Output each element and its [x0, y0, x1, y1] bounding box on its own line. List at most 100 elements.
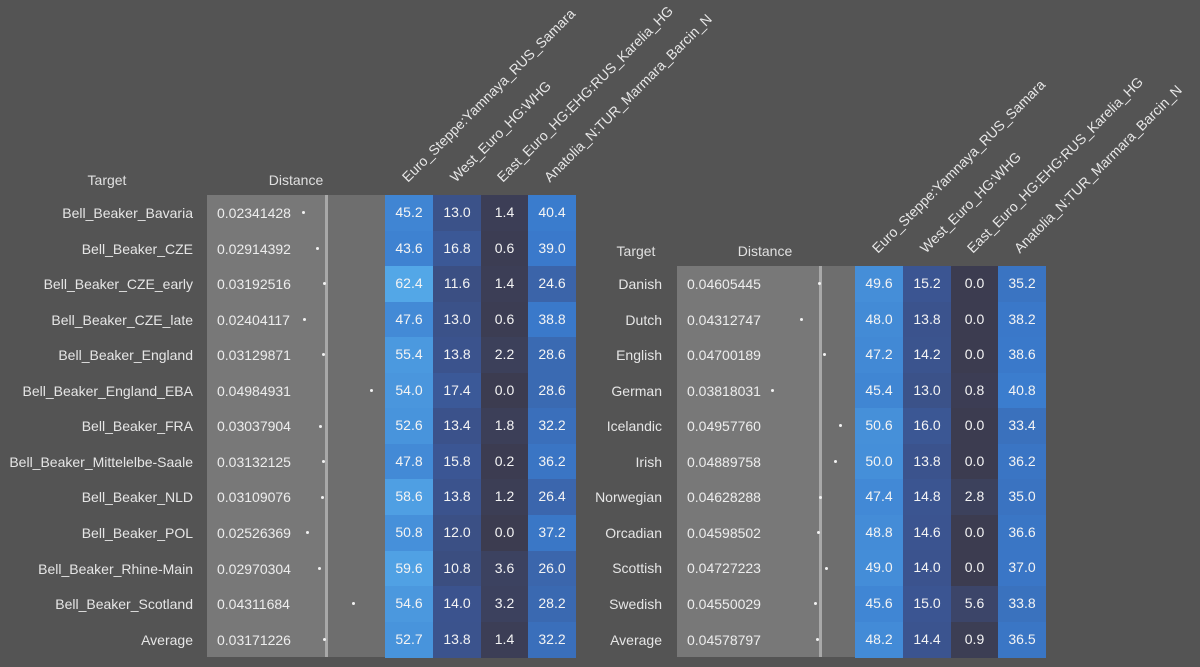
- row-distance-value: 0.02914392: [217, 240, 291, 257]
- heat-cell: 3.2: [481, 586, 528, 623]
- row-target-label: Bell_Beaker_England_EBA: [22, 382, 193, 399]
- row-distance-value: 0.04550029: [687, 595, 761, 612]
- heat-cell: 50.0: [855, 443, 903, 480]
- heat-cell: 12.0: [433, 514, 481, 551]
- heat-cell: 50.6: [855, 408, 903, 445]
- heat-cell: 62.4: [385, 266, 433, 303]
- row-target-label: Danish: [618, 276, 662, 292]
- heat-cell: 0.2: [481, 443, 528, 480]
- heat-cell: 37.0: [998, 550, 1046, 587]
- heat-cell: 16.8: [433, 230, 481, 267]
- mean-line: [819, 266, 822, 658]
- heat-cell: 17.4: [433, 372, 481, 409]
- heat-cell: 13.0: [903, 372, 951, 409]
- row-target-label: Bell_Beaker_CZE_late: [51, 311, 193, 328]
- distance-dot: [817, 282, 821, 286]
- distance-dot: [814, 602, 818, 606]
- heat-cell: 0.0: [951, 550, 998, 587]
- row-distance-value: 0.04700189: [687, 347, 761, 364]
- heat-cell: 0.0: [951, 514, 998, 551]
- heat-cell: 11.6: [433, 266, 481, 303]
- distance-dot: [823, 353, 827, 357]
- heat-cell: 47.2: [855, 337, 903, 374]
- row-distance-value: 0.03818031: [687, 382, 761, 399]
- distance-column-bg: [207, 195, 325, 658]
- heat-cell: 0.6: [481, 301, 528, 338]
- column-header: Anatolia_N:TUR_Marmara_Barcin_N: [1010, 81, 1185, 256]
- heat-cell: 45.4: [855, 372, 903, 409]
- row-distance-value: 0.04984931: [217, 382, 291, 399]
- heat-cell: 13.0: [433, 301, 481, 338]
- heat-cell: 1.4: [481, 266, 528, 303]
- heat-cell: 52.6: [385, 408, 433, 445]
- row-target-label: Swedish: [609, 595, 662, 612]
- column-header: East_Euro_HG:EHG:RUS_Karelia_HG: [493, 2, 677, 185]
- row-target-label: Average: [141, 631, 193, 648]
- heat-cell: 43.6: [385, 230, 433, 267]
- heat-cell: 0.6: [481, 230, 528, 267]
- row-distance-value: 0.04311684: [217, 596, 290, 613]
- heat-cell: 45.2: [385, 195, 433, 231]
- row-target-label: Bell_Beaker_POL: [81, 524, 193, 541]
- row-target-label: Bell_Beaker_Bavaria: [62, 205, 193, 221]
- distance-column-bg-right: [325, 195, 385, 658]
- heat-cell: 48.2: [855, 621, 903, 658]
- heat-cell: 28.2: [528, 586, 576, 623]
- heat-cell: 14.2: [903, 337, 951, 374]
- distance-dot: [301, 211, 305, 215]
- row-distance-value: 0.04578797: [687, 631, 761, 648]
- row-target-label: Bell_Beaker_NLD: [81, 489, 193, 506]
- heat-cell: 37.2: [528, 514, 576, 551]
- heat-cell: 33.4: [998, 408, 1046, 445]
- row-distance-value: 0.02526369: [217, 524, 291, 541]
- heat-cell: 32.2: [528, 621, 576, 658]
- heat-cell: 0.0: [951, 266, 998, 302]
- heat-cell: 28.6: [528, 372, 576, 409]
- heat-cell: 1.4: [481, 621, 528, 658]
- heat-cell: 58.6: [385, 479, 433, 516]
- heat-cell: 15.2: [903, 266, 951, 302]
- row-target-label: Orcadian: [605, 524, 662, 541]
- heat-cell: 0.0: [951, 301, 998, 338]
- heat-cell: 13.8: [903, 443, 951, 480]
- row-distance-value: 0.02404117: [217, 311, 290, 328]
- row-distance-value: 0.04628288: [687, 489, 761, 506]
- heat-cell: 13.8: [433, 621, 481, 658]
- heat-cell: 40.8: [998, 372, 1046, 409]
- distance-header: Distance: [737, 243, 793, 259]
- distance-dot: [321, 460, 325, 464]
- heat-cell: 15.8: [433, 443, 481, 480]
- target-header: Target: [87, 172, 127, 188]
- row-target-label: Bell_Beaker_England: [58, 347, 193, 364]
- heat-cell: 36.6: [998, 514, 1046, 551]
- column-header: East_Euro_HG:EHG:RUS_Karelia_HG: [963, 73, 1147, 256]
- heat-cell: 13.8: [433, 337, 481, 374]
- row-target-label: Dutch: [625, 311, 662, 328]
- heat-cell: 1.8: [481, 408, 528, 445]
- mean-line: [325, 195, 328, 658]
- distance-header: Distance: [268, 172, 324, 188]
- row-distance-value: 0.03037904: [217, 418, 291, 435]
- row-distance-value: 0.02341428: [217, 205, 291, 221]
- row-target-label: Icelandic: [606, 418, 662, 435]
- heat-cell: 54.6: [385, 586, 433, 623]
- distance-dot: [321, 353, 325, 357]
- heat-cell: 14.6: [903, 514, 951, 551]
- row-target-label: Bell_Beaker_Mittelelbe-Saale: [9, 453, 193, 470]
- heat-cell: 35.0: [998, 479, 1046, 516]
- heat-cell: 40.4: [528, 195, 576, 231]
- heat-cell: 13.0: [433, 195, 481, 231]
- heat-cell: 2.8: [951, 479, 998, 516]
- distance-dot: [824, 566, 828, 570]
- row-target-label: German: [611, 382, 662, 399]
- heat-cell: 15.0: [903, 585, 951, 622]
- distance-dot: [321, 495, 325, 499]
- row-distance-value: 0.02970304: [217, 560, 291, 577]
- heat-cell: 38.6: [998, 337, 1046, 374]
- heat-cell: 0.0: [951, 337, 998, 374]
- heat-cell: 52.7: [385, 621, 433, 658]
- heat-cell: 13.8: [433, 479, 481, 516]
- heat-cell: 32.2: [528, 408, 576, 445]
- distance-dot: [838, 424, 842, 428]
- heat-cell: 1.4: [481, 195, 528, 231]
